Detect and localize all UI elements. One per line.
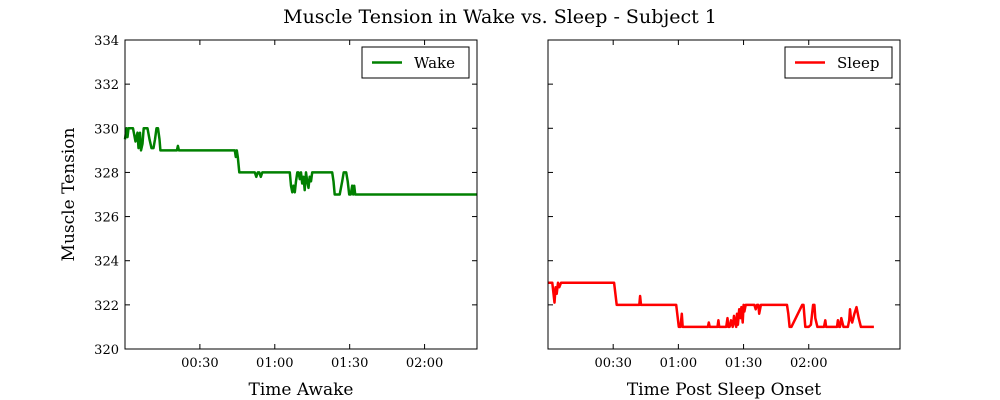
wake-ytick-label: 322 [94,299,119,314]
sleep-xtick-label: 01:00 [660,356,697,371]
sleep-series-line [548,281,874,329]
sleep-plot-frame [547,39,901,350]
wake-xtick-label: 01:30 [331,356,368,371]
sleep-xtick-label: 00:30 [594,356,631,371]
sleep-legend-label: Sleep [837,54,879,72]
wake-ytick-label: 326 [94,211,119,226]
wake-plot-frame [124,39,478,350]
wake-series-line [123,127,477,196]
wake-ytick-label: 320 [94,343,119,358]
figure-title: Muscle Tension in Wake vs. Sleep - Subje… [283,6,717,28]
wake-xtick-label: 02:00 [406,356,443,371]
wake-legend-label: Wake [414,54,455,72]
sleep-legend-box [784,46,893,79]
wake-y-axis-label: Muscle Tension [59,128,79,262]
wake-ytick-label: 324 [94,255,119,270]
wake-ytick-label: 328 [94,166,119,181]
sleep-xtick-label: 01:30 [725,356,762,371]
wake-x-axis-label: Time Awake [249,380,354,400]
sleep-xtick-label: 02:00 [790,356,827,371]
wake-ytick-label: 334 [94,34,119,49]
wake-xtick-label: 01:00 [256,356,293,371]
sleep-x-axis-label: Time Post Sleep Onset [627,380,821,400]
wake-xtick-label: 00:30 [181,356,218,371]
wake-ytick-label: 332 [94,78,119,93]
wake-ytick-label: 330 [94,122,119,137]
